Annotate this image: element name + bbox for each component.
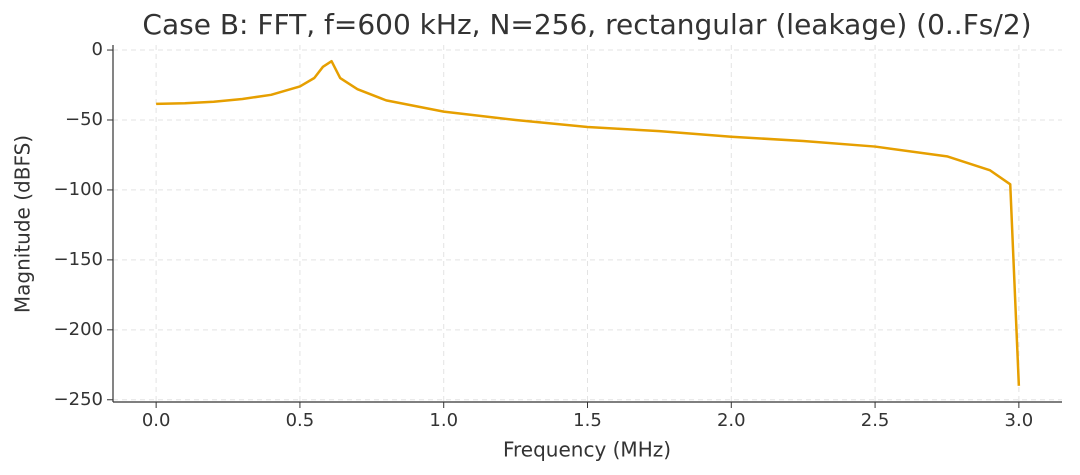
- y-tick-label: −150: [54, 249, 103, 270]
- y-tick-label: −200: [54, 319, 103, 340]
- y-tick-label: −50: [65, 109, 103, 130]
- x-tick-label: 0.5: [286, 410, 315, 431]
- x-tick-label: 1.0: [429, 410, 458, 431]
- x-tick-label: 0.0: [142, 410, 171, 431]
- y-tick-label: −250: [54, 389, 103, 410]
- y-axis-label: Magnitude (dBFS): [11, 135, 35, 313]
- x-tick-label: 2.5: [861, 410, 890, 431]
- x-axis-label: Frequency (MHz): [503, 438, 671, 462]
- x-tick-label: 1.5: [573, 410, 602, 431]
- x-tick-label: 3.0: [1005, 410, 1034, 431]
- data-line: [156, 59, 1021, 386]
- y-tick-label: 0: [92, 39, 103, 60]
- x-tick-label: 2.0: [717, 410, 746, 431]
- chart-title: Case B: FFT, f=600 kHz, N=256, rectangul…: [142, 8, 1031, 41]
- y-tick-label: −100: [54, 179, 103, 200]
